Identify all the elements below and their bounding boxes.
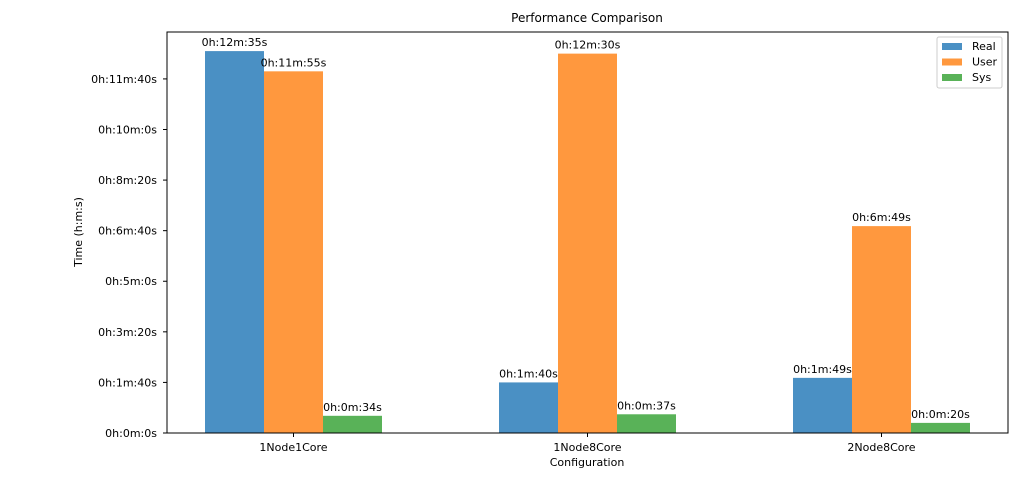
bar-real-1node8core bbox=[499, 382, 558, 433]
chart-title: Performance Comparison bbox=[511, 11, 663, 25]
bar-sys-1node8core bbox=[617, 414, 676, 433]
x-tick-label: 1Node1Core bbox=[259, 441, 327, 454]
data-label-real-2node8core: 0h:1m:49s bbox=[793, 363, 852, 376]
data-label-sys-1node8core: 0h:0m:37s bbox=[617, 399, 676, 412]
legend-swatch-user bbox=[942, 58, 962, 66]
bar-real-1node1core bbox=[205, 51, 264, 433]
bar-sys-2node8core bbox=[911, 422, 970, 433]
y-tick-label: 0h:5m:0s bbox=[105, 275, 157, 288]
bar-user-2node8core bbox=[852, 226, 911, 433]
y-tick-label: 0h:0m:0s bbox=[105, 427, 157, 440]
legend-label-real: Real bbox=[972, 40, 996, 53]
x-tick-label: 1Node8Core bbox=[553, 441, 621, 454]
y-tick-label: 0h:11m:40s bbox=[91, 73, 157, 86]
x-tick-label: 2Node8Core bbox=[847, 441, 915, 454]
y-tick-label: 0h:8m:20s bbox=[98, 174, 157, 187]
legend-label-sys: Sys bbox=[972, 71, 991, 84]
data-label-real-1node1core: 0h:12m:35s bbox=[202, 36, 268, 49]
data-label-sys-1node1core: 0h:0m:34s bbox=[323, 401, 382, 414]
legend: Real User Sys bbox=[936, 36, 1003, 89]
y-tick-label: 0h:10m:0s bbox=[98, 123, 157, 136]
bars-layer bbox=[205, 51, 970, 433]
data-label-real-1node8core: 0h:1m:40s bbox=[499, 367, 558, 380]
data-label-user-1node8core: 0h:12m:30s bbox=[555, 39, 621, 52]
axes-layer: 0h:0m:0s 0h:1m:40s 0h:3m:20s 0h:5m:0s 0h:6m:… bbox=[91, 31, 1009, 454]
bar-sys-1node1core bbox=[323, 415, 382, 433]
bar-real-2node8core bbox=[793, 377, 852, 433]
x-axis-label: Configuration bbox=[550, 456, 625, 469]
bar-user-1node8core bbox=[558, 53, 617, 433]
data-label-user-1node1core: 0h:11m:55s bbox=[261, 56, 327, 69]
legend-swatch-sys bbox=[942, 74, 962, 81]
bar-user-1node1core bbox=[264, 71, 323, 433]
y-axis-label: Time (h:m:s) bbox=[72, 197, 85, 268]
data-labels-layer: 0h:12m:35s 0h:1m:40s 0h:1m:49s 0h:11m:55s 0h… bbox=[202, 36, 971, 421]
legend-label-user: User bbox=[972, 56, 998, 69]
y-tick-label: 0h:3m:20s bbox=[98, 326, 157, 339]
y-tick-label: 0h:1m:40s bbox=[98, 376, 157, 389]
data-label-user-2node8core: 0h:6m:49s bbox=[852, 211, 911, 224]
legend-swatch-real bbox=[942, 43, 962, 50]
data-label-sys-2node8core: 0h:0m:20s bbox=[911, 408, 970, 421]
y-tick-label: 0h:6m:40s bbox=[98, 225, 157, 238]
